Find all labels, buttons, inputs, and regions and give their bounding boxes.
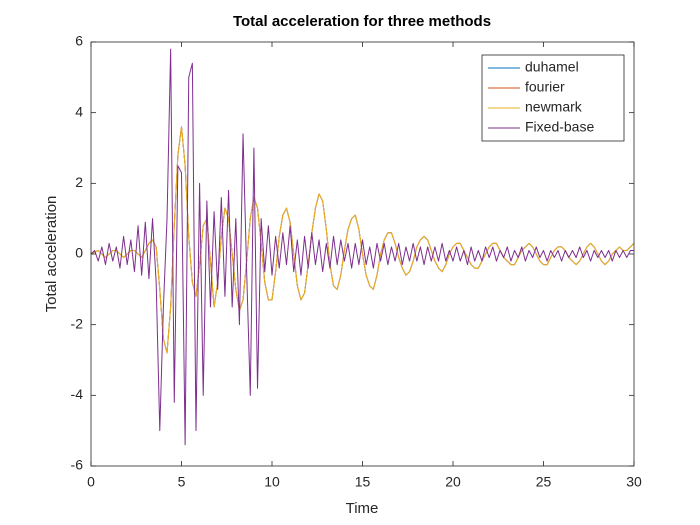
y-tick-label: -4 xyxy=(71,386,84,402)
y-tick-label: -6 xyxy=(71,457,84,473)
y-tick-label: -2 xyxy=(71,315,84,331)
legend-box xyxy=(481,54,625,142)
x-tick-label: 10 xyxy=(264,474,280,490)
x-tick-label: 15 xyxy=(355,474,371,490)
x-tick-label: 0 xyxy=(87,474,95,490)
y-tick-label: 4 xyxy=(75,103,83,119)
plot-area xyxy=(90,48,635,446)
chart-title: Total acceleration for three methods xyxy=(233,13,491,30)
series-line xyxy=(90,126,635,354)
y-tick-label: 6 xyxy=(75,33,83,49)
x-tick-label: 5 xyxy=(178,474,186,490)
x-tick-label: 30 xyxy=(626,474,642,490)
y-tick-label: 2 xyxy=(75,174,83,190)
x-axis-label: Time xyxy=(346,500,379,517)
legend: duhamel fourier newmark Fixed-base xyxy=(481,54,625,142)
y-tick-label: 0 xyxy=(75,245,83,261)
legend-label: newmark xyxy=(525,99,583,115)
x-tick-label: 20 xyxy=(445,474,461,490)
series-line xyxy=(90,48,634,446)
x-tick-label: 25 xyxy=(536,474,552,490)
legend-label: Fixed-base xyxy=(525,119,594,135)
legend-label: duhamel xyxy=(525,59,579,75)
y-axis-label: Total acceleration xyxy=(43,196,60,313)
legend-label: fourier xyxy=(525,79,565,95)
